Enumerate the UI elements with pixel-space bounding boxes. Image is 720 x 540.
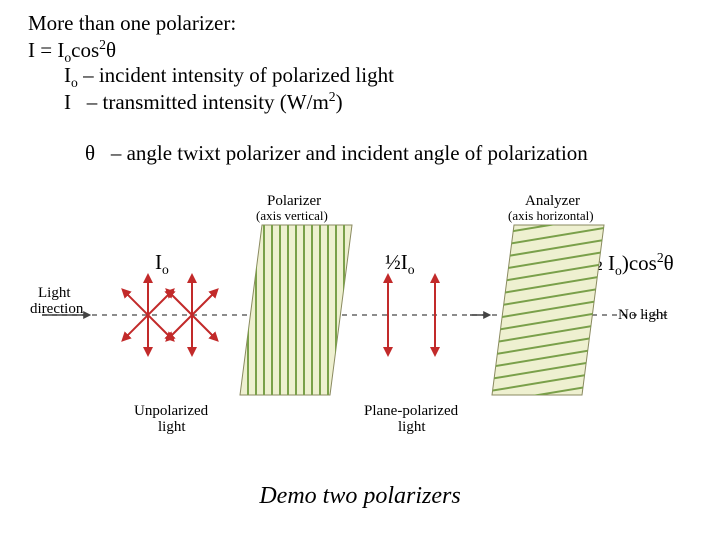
analyzer-sub-label: (axis horizontal) [508,208,594,223]
plane-polarized-label-1: Plane-polarized [364,403,459,419]
polarizer-title-label: Polarizer [267,193,321,209]
analyzer-title-label: Analyzer [525,193,580,209]
polarizer-plate [240,225,352,395]
analyzer-plate [490,215,610,403]
unpolarized-label-2: light [158,419,186,435]
footer-demo-text: Demo two polarizers [0,483,720,510]
unpolarized-label-1: Unpolarized [134,403,209,419]
header-line-1: More than one polarizer: [28,10,236,36]
polarizer-diagram: Light direction Polarizer (axis vertical… [30,185,690,445]
header-line-4: I – transmitted intensity (W/m2) [28,88,343,115]
light-direction-label-2: direction [30,301,84,317]
header-line-3: Io – incident intensity of polarized lig… [28,62,394,91]
plane-polarized-label-2: light [398,419,426,435]
light-direction-label-1: Light [38,285,71,301]
no-light-label: No light [618,307,668,323]
header-line-5: θ – angle twixt polarizer and incident a… [28,114,588,193]
polarizer-sub-label: (axis vertical) [256,208,328,223]
